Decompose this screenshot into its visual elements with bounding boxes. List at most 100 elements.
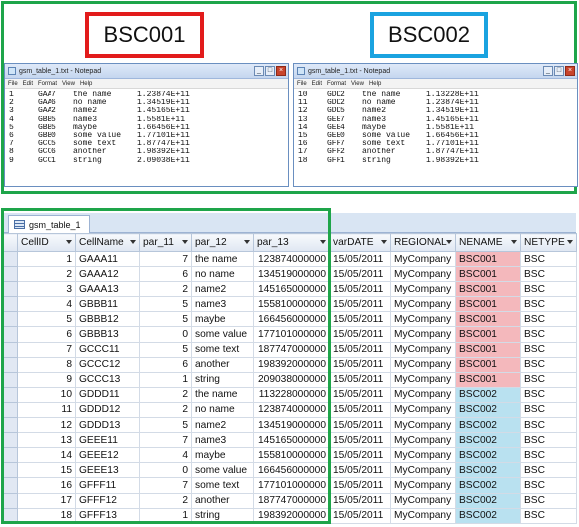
table-cell-par_13[interactable]: 155810000000 [253,296,330,313]
table-cell-cellname[interactable]: GDDD13 [75,417,140,434]
table-cell-cellid[interactable]: 6 [17,326,76,343]
table-cell-nename[interactable]: BSC001 [455,250,521,268]
table-cell-nename[interactable]: BSC001 [455,281,521,298]
minimize-icon[interactable]: _ [254,66,264,76]
row-selector[interactable] [3,477,18,494]
table-cell-par_11[interactable]: 6 [139,266,192,283]
table-cell-nename[interactable]: BSC002 [455,507,521,524]
table-cell-par_12[interactable]: some value [191,326,254,343]
table-cell-vardate[interactable]: 15/05/2011 [329,477,391,494]
menu-help[interactable]: Help [368,80,382,87]
table-cell-par_12[interactable]: string [191,371,254,388]
table-cell-cellid[interactable]: 17 [17,492,76,509]
table-cell-par_13[interactable]: 123874000000 [253,401,330,419]
table-cell-vardate[interactable]: 15/05/2011 [329,401,391,419]
table-cell-par_12[interactable]: maybe [191,447,254,464]
table-cell-vardate[interactable]: 15/05/2011 [329,266,391,283]
row-selector[interactable] [3,250,18,268]
table-cell-cellid[interactable]: 3 [17,281,76,298]
table-cell-regional[interactable]: MyCompany [390,507,456,524]
table-cell-par_11[interactable]: 6 [139,356,192,373]
table-cell-netype[interactable]: BSC [520,296,577,313]
table-cell-par_12[interactable]: some value [191,462,254,479]
table-cell-cellname[interactable]: GBBB12 [75,311,140,328]
menu-edit[interactable]: Edit [311,80,323,87]
table-cell-par_13[interactable]: 177101000000 [253,477,330,494]
table-row[interactable]: 4 GBBB11 5 name3 155810000000 15/05/2011 MyCom… [3,296,577,313]
table-cell-par_11[interactable]: 5 [139,341,192,358]
table-cell-par_11[interactable]: 4 [139,447,192,464]
table-cell-regional[interactable]: MyCompany [390,296,456,313]
row-selector[interactable] [3,356,18,373]
table-cell-par_11[interactable]: 0 [139,462,192,479]
table-cell-netype[interactable]: BSC [520,356,577,373]
table-cell-par_11[interactable]: 2 [139,281,192,298]
table-cell-cellname[interactable]: GDDD12 [75,401,140,419]
table-cell-netype[interactable]: BSC [520,311,577,328]
dropdown-arrow-icon[interactable] [66,240,72,244]
table-cell-par_11[interactable]: 0 [139,326,192,343]
table-cell-vardate[interactable]: 15/05/2011 [329,492,391,509]
table-cell-par_12[interactable]: another [191,356,254,373]
table-cell-cellname[interactable]: GCCC11 [75,341,140,358]
table-cell-cellid[interactable]: 11 [17,401,76,419]
row-selector[interactable] [3,326,18,343]
table-cell-par_12[interactable]: maybe [191,311,254,328]
table-cell-cellid[interactable]: 1 [17,250,76,268]
table-cell-nename[interactable]: BSC002 [455,401,521,419]
table-cell-vardate[interactable]: 15/05/2011 [329,341,391,358]
dropdown-arrow-icon[interactable] [511,240,517,244]
table-cell-vardate[interactable]: 15/05/2011 [329,311,391,328]
row-selector[interactable] [3,447,18,464]
table-cell-cellname[interactable]: GBBB13 [75,326,140,343]
table-cell-par_12[interactable]: another [191,492,254,509]
column-header-cellname[interactable]: CellName [75,233,140,252]
table-cell-par_12[interactable]: string [191,507,254,524]
table-row[interactable]: 11 GDDD12 2 no name 123874000000 15/05/2011 My… [3,401,577,419]
table-cell-cellid[interactable]: 10 [17,386,76,403]
row-selector[interactable] [3,432,18,449]
table-cell-cellid[interactable]: 4 [17,296,76,313]
table-cell-par_13[interactable]: 166456000000 [253,311,330,328]
column-header-regional[interactable]: REGIONAL [390,233,456,252]
table-cell-vardate[interactable]: 15/05/2011 [329,250,391,268]
table-cell-par_13[interactable]: 198392000000 [253,356,330,373]
menu-file[interactable]: File [8,80,18,87]
table-row[interactable]: 8 GCCC12 6 another 198392000000 15/05/2011 MyC… [3,356,577,373]
notepad-title-bar[interactable]: gsm_table_1.txt - Notepad _ □ × [294,64,577,79]
table-cell-regional[interactable]: MyCompany [390,341,456,358]
table-cell-cellname[interactable]: GAAA11 [75,250,140,268]
table-cell-cellid[interactable]: 12 [17,417,76,434]
row-selector[interactable] [3,281,18,298]
row-selector[interactable] [3,492,18,509]
table-cell-nename[interactable]: BSC001 [455,341,521,358]
table-cell-nename[interactable]: BSC002 [455,417,521,434]
table-cell-cellname[interactable]: GFFF11 [75,477,140,494]
table-cell-regional[interactable]: MyCompany [390,250,456,268]
menu-help[interactable]: Help [79,80,93,87]
table-cell-par_11[interactable]: 5 [139,311,192,328]
table-cell-cellid[interactable]: 13 [17,432,76,449]
table-row[interactable]: 3 GAAA13 2 name2 145165000000 15/05/2011 MyCom… [3,281,577,298]
tab-gsm-table[interactable]: gsm_table_1 [8,215,90,233]
table-cell-regional[interactable]: MyCompany [390,447,456,464]
table-cell-vardate[interactable]: 15/05/2011 [329,281,391,298]
table-cell-cellid[interactable]: 5 [17,311,76,328]
table-cell-netype[interactable]: BSC [520,401,577,419]
table-cell-netype[interactable]: BSC [520,266,577,283]
row-selector[interactable] [3,462,18,479]
notepad-window-left[interactable]: gsm_table_1.txt - Notepad _ □ × File Edi… [4,63,289,187]
table-cell-par_11[interactable]: 2 [139,492,192,509]
dropdown-arrow-icon[interactable] [130,240,136,244]
close-icon[interactable]: × [565,66,575,76]
row-selector[interactable] [3,341,18,358]
table-cell-par_11[interactable]: 7 [139,432,192,449]
menu-format[interactable]: Format [38,80,58,87]
column-header-nename[interactable]: NENAME [455,233,521,252]
table-row[interactable]: 2 GAAA12 6 no name 134519000000 15/05/2011 MyC… [3,266,577,283]
dropdown-arrow-icon[interactable] [182,240,188,244]
table-cell-vardate[interactable]: 15/05/2011 [329,371,391,388]
table-cell-par_13[interactable]: 134519000000 [253,266,330,283]
table-cell-par_13[interactable]: 198392000000 [253,507,330,524]
